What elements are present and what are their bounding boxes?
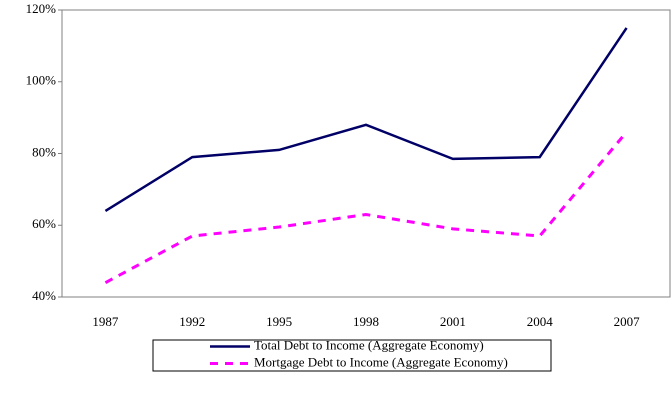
plot-area	[61, 9, 671, 298]
y-tick-label: 80%	[32, 144, 56, 159]
series-line	[104, 131, 628, 284]
legend	[152, 339, 552, 372]
x-tick-label: 2001	[440, 314, 466, 329]
y-tick-label: 120%	[26, 1, 57, 16]
x-tick-label: 1995	[266, 314, 292, 329]
legend-label: Mortgage Debt to Income (Aggregate Econo…	[254, 354, 508, 369]
x-tick-label: 1987	[92, 314, 119, 329]
x-tick-label: 1998	[353, 314, 379, 329]
x-tick-label: 2004	[527, 314, 554, 329]
y-tick-label: 40%	[32, 288, 56, 303]
y-tick-label: 100%	[26, 73, 57, 88]
x-tick-label: 1992	[179, 314, 205, 329]
y-tick-label: 60%	[32, 216, 56, 231]
x-tick-label: 2007	[614, 314, 641, 329]
series-line	[104, 27, 628, 212]
legend-label: Total Debt to Income (Aggregate Economy)	[254, 337, 484, 352]
